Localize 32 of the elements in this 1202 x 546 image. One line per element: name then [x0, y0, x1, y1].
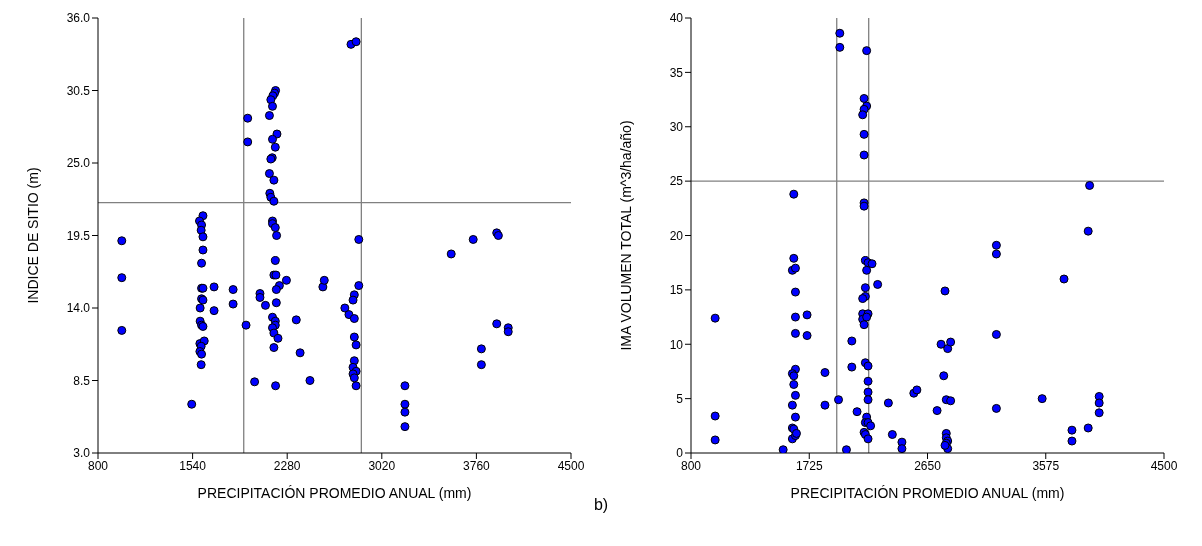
y-tick-label: 8.5	[73, 373, 91, 388]
x-tick-label: 4500	[557, 458, 585, 473]
y-tick-label: 36.0	[66, 11, 91, 26]
y-tick-label: 14.0	[66, 301, 91, 316]
x-tick-label: 3760	[463, 458, 491, 473]
x-tick-label: 800	[87, 458, 109, 473]
y-tick-label: 25	[669, 174, 684, 189]
x-tick-label: 1725	[795, 458, 823, 473]
x-tick-label: 3020	[368, 458, 396, 473]
x-axis-title: PRECIPITACIÓN PROMEDIO ANUAL (mm)	[197, 485, 472, 501]
y-tick-label: 0	[676, 446, 684, 461]
x-tick-label: 2650	[914, 458, 942, 473]
x-tick-label: 2280	[273, 458, 301, 473]
y-axis-title: IMA VOLUMEN TOTAL (m^3/ha/año)	[617, 120, 634, 351]
y-tick-label: 40	[669, 11, 684, 26]
x-tick-label: 800	[680, 458, 702, 473]
y-tick-label: 30	[669, 120, 684, 135]
y-tick-label: 10	[669, 337, 684, 352]
y-tick-label: 19.5	[66, 228, 91, 243]
y-tick-label: 35	[669, 65, 684, 80]
y-tick-label: 5	[676, 391, 684, 406]
x-axis-title: PRECIPITACIÓN PROMEDIO ANUAL (mm)	[790, 485, 1065, 501]
y-tick-label: 20	[669, 228, 684, 243]
y-tick-label: 15	[669, 283, 684, 298]
text: b)	[593, 496, 609, 513]
y-axis-title: INDICE DE SITIO (m)	[24, 167, 41, 304]
x-tick-label: 4500	[1150, 458, 1178, 473]
x-tick-label: 1540	[179, 458, 207, 473]
y-tick-label: 30.5	[66, 83, 91, 98]
x-tick-label: 3575	[1032, 458, 1060, 473]
y-tick-label: 3.0	[73, 446, 91, 461]
y-tick-label: 25.0	[66, 156, 91, 171]
